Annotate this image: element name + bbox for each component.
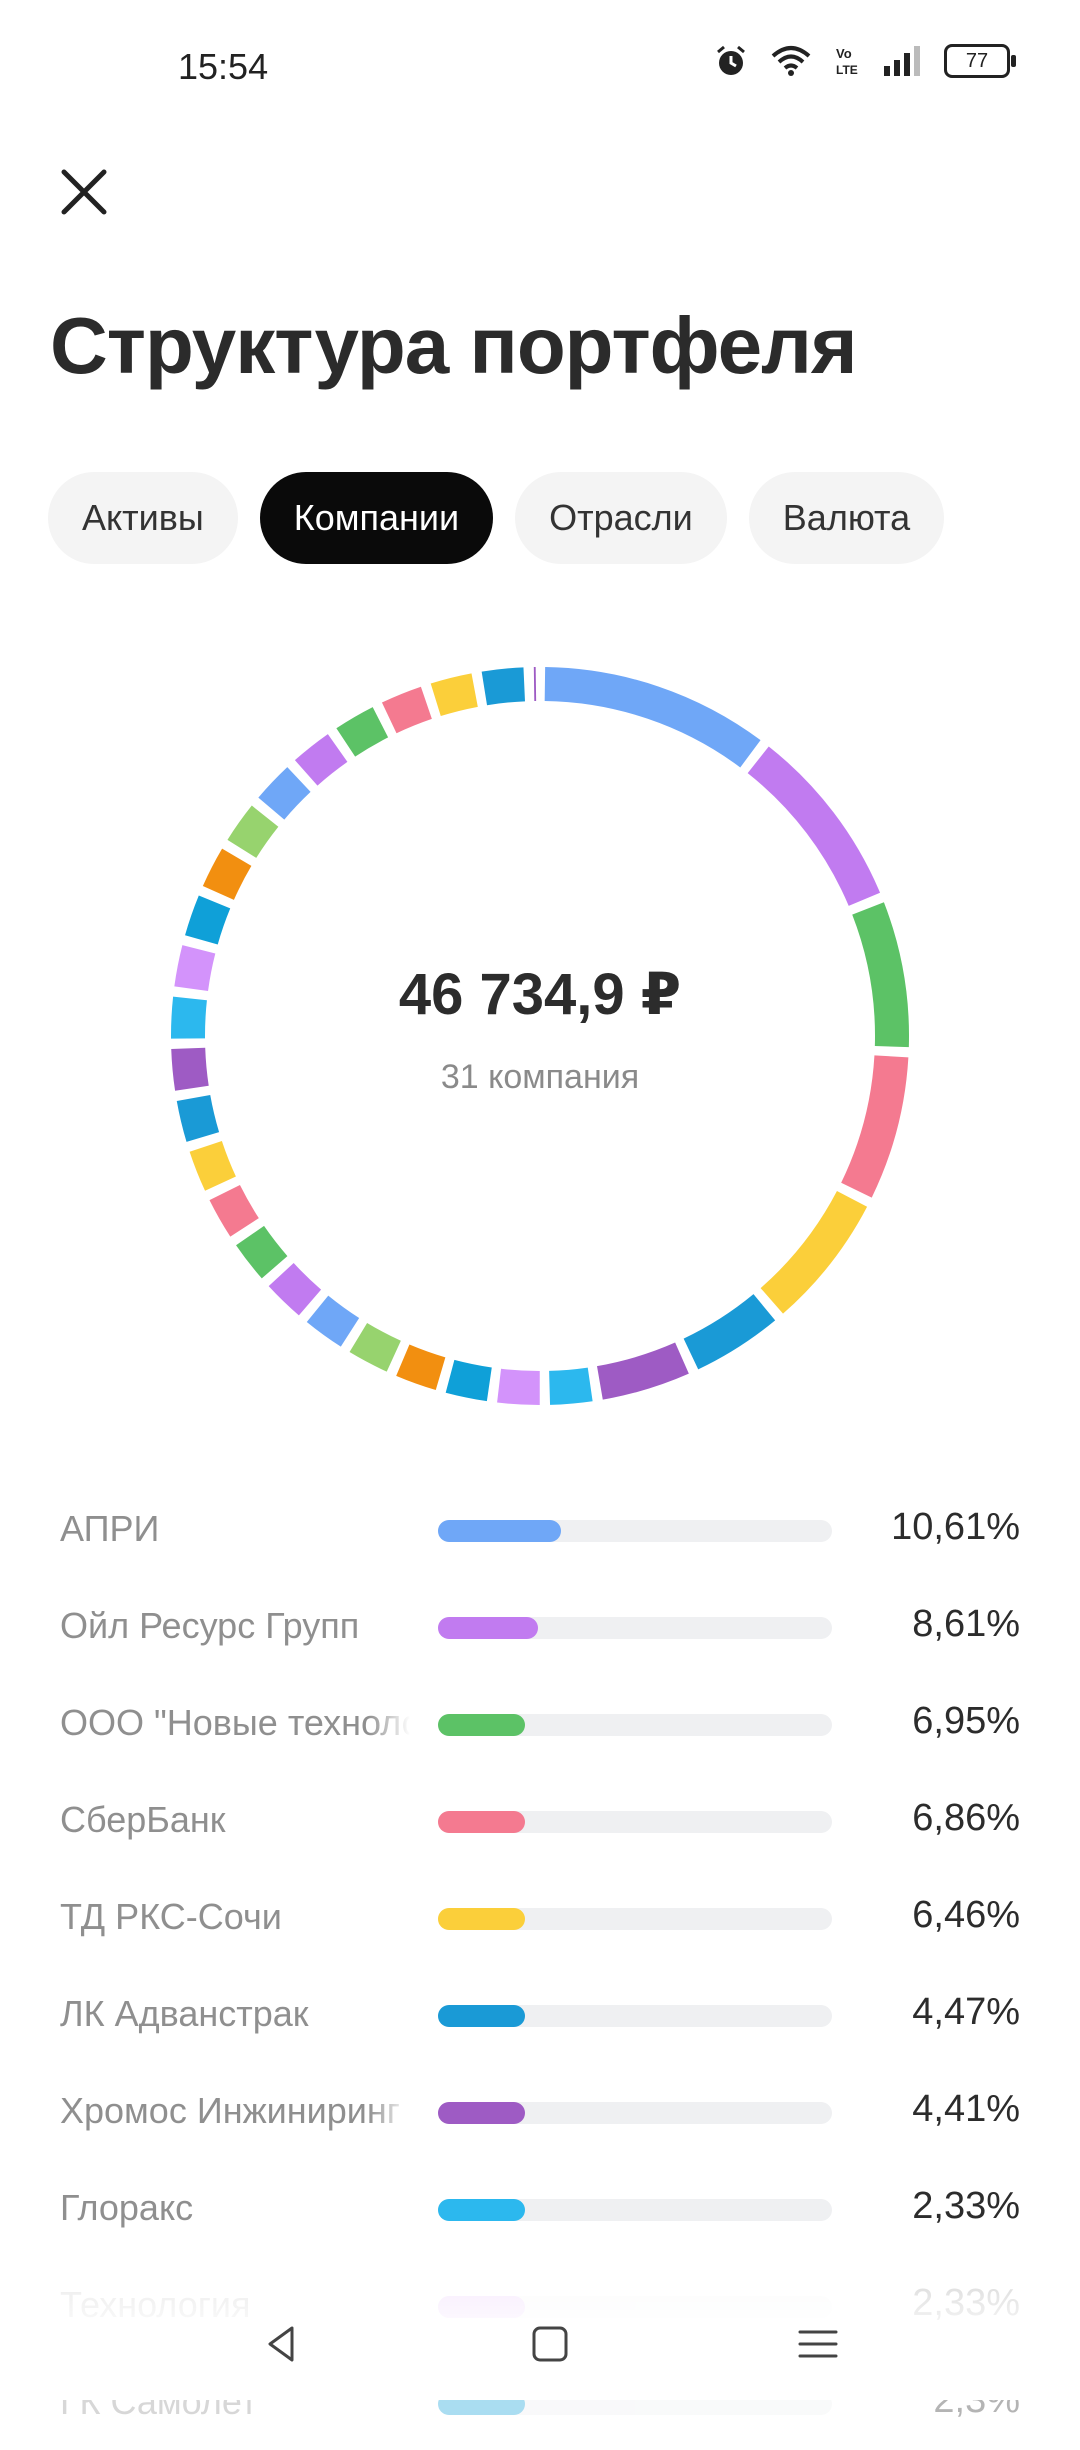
company-name: ООО "Новые технологии" [60, 1702, 410, 1744]
donut-segment [225, 1193, 245, 1228]
list-item[interactable]: Глоракс 2,33% [60, 2159, 1020, 2256]
status-bar: 15:54 Vo LTE 77 [0, 0, 1080, 140]
share-bar-fill [438, 1617, 538, 1639]
company-percent: 2,33% [912, 2185, 1020, 2228]
svg-text:LTE: LTE [836, 63, 858, 77]
signal-icon [882, 44, 922, 78]
volte-icon: Vo LTE [834, 44, 860, 78]
donut-segment [346, 722, 381, 742]
share-bar [438, 1520, 832, 1542]
donut-segment [691, 1307, 764, 1354]
donut-segment [389, 703, 426, 718]
share-bar [438, 1714, 832, 1736]
donut-segment [206, 1146, 221, 1183]
status-time: 15:54 [178, 46, 268, 88]
company-name: АПРИ [60, 1508, 410, 1550]
portfolio-total: 46 734,9 ₽ [0, 960, 1080, 1028]
donut-segment [358, 1337, 393, 1356]
back-icon[interactable] [252, 2314, 312, 2374]
share-bar [438, 2005, 832, 2027]
donut-segment [499, 1386, 540, 1388]
wifi-icon [770, 44, 812, 78]
share-bar [438, 1811, 832, 1833]
donut-segment [403, 1360, 441, 1374]
share-bar-fill [438, 2199, 525, 2221]
donut-segment [550, 1384, 591, 1387]
tab-companies[interactable]: Компании [260, 472, 493, 564]
company-percent: 4,41% [912, 2088, 1020, 2131]
company-percent: 8,61% [912, 1603, 1020, 1646]
portfolio-donut-chart [140, 636, 940, 1436]
company-name: ТД РКС-Сочи [60, 1896, 410, 1938]
share-bar [438, 2199, 832, 2221]
home-icon[interactable] [520, 2314, 580, 2374]
alarm-icon [714, 44, 748, 78]
donut-segment [600, 1358, 682, 1383]
donut-segment [484, 684, 524, 688]
list-item[interactable]: Хромос Инжиниринг 4,41% [60, 2062, 1020, 2159]
tab-sectors[interactable]: Отрасли [515, 472, 727, 564]
share-bar [438, 1617, 832, 1639]
page-title: Структура портфеля [50, 300, 857, 392]
list-item[interactable]: ЛК Адванстрак 4,47% [60, 1965, 1020, 2062]
share-bar-fill [438, 2102, 525, 2124]
donut-segment [218, 857, 236, 893]
system-nav-bar [0, 2300, 1080, 2400]
donut-segment [306, 748, 337, 773]
company-name: СберБанк [60, 1799, 410, 1841]
share-bar [438, 2102, 832, 2124]
donut-segment [194, 1098, 203, 1137]
share-bar-fill [438, 1811, 525, 1833]
company-percent: 6,46% [912, 1894, 1020, 1937]
list-item[interactable]: ООО "Новые технологии" 6,95% [60, 1674, 1020, 1771]
close-icon[interactable] [58, 166, 110, 218]
donut-segment [545, 684, 750, 754]
share-bar-fill [438, 1908, 525, 1930]
recents-icon[interactable] [788, 2314, 848, 2374]
share-bar-fill [438, 1714, 525, 1736]
donut-segment [772, 1199, 852, 1301]
donut-segment [281, 1275, 310, 1303]
company-name: ЛК Адванстрак [60, 1993, 410, 2035]
battery-icon: 77 [944, 44, 1010, 78]
company-percent: 6,95% [912, 1700, 1020, 1743]
company-percent: 4,47% [912, 1991, 1020, 2034]
company-percent: 10,61% [891, 1506, 1020, 1549]
donut-segment [318, 1309, 350, 1333]
donut-segment [250, 1236, 275, 1268]
share-bar [438, 1908, 832, 1930]
donut-segment [271, 780, 299, 809]
list-item[interactable]: Ойл Ресурс Групп 8,61% [60, 1577, 1020, 1674]
share-bar-fill [438, 1520, 561, 1542]
donut-segment [758, 760, 864, 900]
status-icons: Vo LTE 77 [714, 44, 1010, 78]
donut-segment [450, 1376, 489, 1384]
tab-bar: Активы Компании Отрасли Валюта [48, 472, 944, 564]
company-name: Ойл Ресурс Групп [60, 1605, 410, 1647]
company-percent: 6,86% [912, 1797, 1020, 1840]
tab-currency[interactable]: Валюта [749, 472, 944, 564]
company-name: Глоракс [60, 2187, 410, 2229]
donut-segment [436, 690, 475, 700]
list-item[interactable]: ТД РКС-Сочи 6,46% [60, 1868, 1020, 1965]
company-count: 31 компания [0, 1058, 1080, 1097]
svg-text:Vo: Vo [836, 46, 852, 61]
tab-assets[interactable]: Активы [48, 472, 238, 564]
battery-level: 77 [966, 50, 988, 73]
donut-segment [242, 816, 265, 849]
company-name: Хромос Инжиниринг [60, 2090, 410, 2132]
share-bar-fill [438, 2005, 525, 2027]
list-item[interactable]: АПРИ 10,61% [60, 1480, 1020, 1577]
donut-segment [201, 902, 214, 940]
list-item[interactable]: СберБанк 6,86% [60, 1771, 1020, 1868]
